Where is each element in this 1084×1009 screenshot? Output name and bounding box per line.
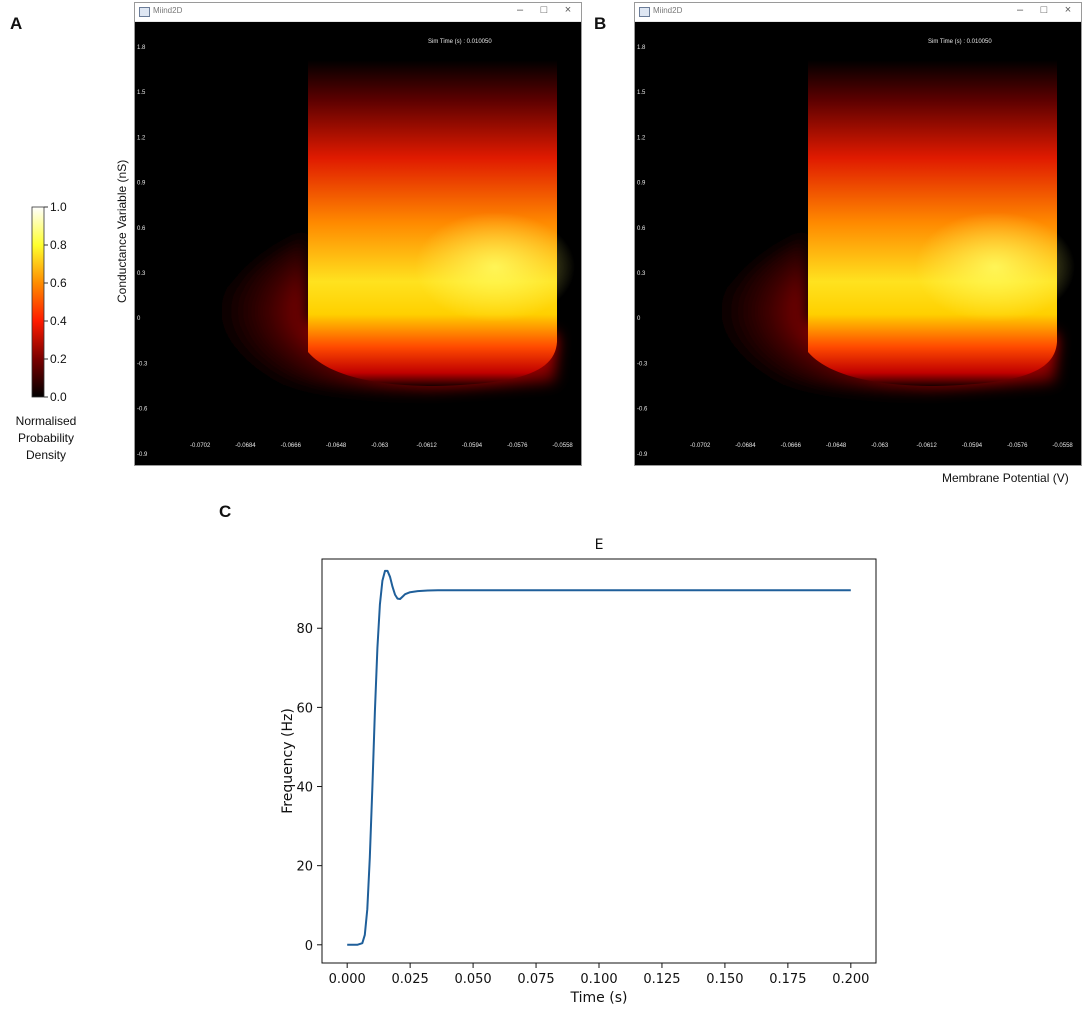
y-tick-label: -0.6 (137, 407, 148, 413)
x-tick-label: -0.0594 (962, 443, 983, 449)
y-tick-label: 60 (296, 701, 313, 716)
y-tick-label: 0.3 (137, 271, 146, 277)
y-tick-label: 1.2 (137, 135, 146, 141)
x-tick-label: -0.0558 (1052, 443, 1073, 449)
y-tick-label: 0.3 (637, 271, 646, 277)
colorbar-label: Normalised Probability Density (0, 413, 92, 464)
x-tick-label: 0.100 (580, 972, 617, 987)
maximize-icon[interactable]: □ (1040, 4, 1048, 16)
colorbar-label-line-3: Density (25, 448, 66, 462)
x-tick-label: 0.050 (454, 972, 491, 987)
minimize-icon[interactable]: – (516, 4, 524, 16)
y-tick-label: 1.8 (137, 45, 146, 51)
colorbar-tick-label: 0.4 (50, 314, 67, 328)
panel-label-a: A (10, 14, 23, 33)
colorbar-tick-label: 1.0 (50, 200, 67, 214)
y-tick-label: 1.2 (637, 135, 646, 141)
panel-label-b: B (594, 14, 607, 33)
x-tick-label: -0.0576 (1007, 443, 1028, 449)
x-tick-label: 0.125 (643, 972, 680, 987)
x-tick-label: 0.150 (706, 972, 743, 987)
x-tick-label: -0.0702 (690, 443, 711, 449)
minimize-icon[interactable]: – (1016, 4, 1024, 16)
x-tick-label: -0.0594 (462, 443, 483, 449)
y-tick-label: 0 (137, 316, 141, 322)
miind-window-a[interactable]: Miind2D – □ × 1.8 1.5 1.2 0.9 0.6 0.3 0 -0.3 -0.… (134, 2, 582, 466)
window-titlebar[interactable]: Miind2D – □ × (635, 3, 1081, 22)
x-tick-label: -0.0648 (826, 443, 847, 449)
frequency-line (347, 569, 851, 946)
miind-window-b[interactable]: Miind2D – □ × 1.8 1.5 1.2 0.9 0.6 0.3 0 -0.3 -0.… (634, 2, 1082, 466)
x-axis-label: Time (s) (570, 990, 628, 1006)
x-tick-label: -0.0612 (417, 443, 438, 449)
x-tick-label: 0.200 (832, 972, 869, 987)
frequency-chart: E 0.000 0.025 0.050 0.075 0.100 0.125 0.150 0.17… (280, 537, 877, 1006)
y-tick-label: 1.5 (637, 90, 646, 96)
app-icon (139, 7, 150, 17)
y-tick-label: -0.9 (137, 452, 148, 458)
y-tick-label: 80 (296, 622, 313, 637)
x-tick-label: -0.0558 (552, 443, 573, 449)
density-plot-a: 1.8 1.5 1.2 0.9 0.6 0.3 0 -0.3 -0.6 -0.9 -0.0702 -0… (135, 22, 581, 465)
y-tick-label: 20 (296, 860, 313, 875)
colorbar-label-line-2: Probability (17, 431, 75, 445)
x-tick-label: -0.0576 (507, 443, 528, 449)
x-tick-label: 0.175 (769, 972, 806, 987)
y-tick-label: 1.5 (137, 90, 146, 96)
colorbar-tick-label: 0.6 (50, 276, 67, 290)
close-icon[interactable]: × (564, 4, 572, 16)
y-tick-label: -0.3 (137, 361, 148, 367)
y-tick-label: 0.6 (637, 226, 646, 232)
plot-frame (321, 558, 877, 964)
x-tick-label: -0.0666 (281, 443, 302, 449)
app-icon (639, 7, 650, 17)
window-titlebar[interactable]: Miind2D – □ × (135, 3, 581, 22)
density-peak (915, 212, 1075, 322)
x-tick-label: -0.063 (371, 443, 389, 449)
x-tick-label: -0.0666 (781, 443, 802, 449)
chart-title: E (595, 537, 604, 553)
panel-label-c: C (219, 502, 232, 521)
y-tick-label: 0.9 (137, 181, 146, 187)
y-tick-label: -0.6 (637, 407, 648, 413)
x-tick-label: -0.063 (871, 443, 889, 449)
colorbar-tick-label: 0.2 (50, 352, 67, 366)
sim-time-readout: Sim Time (s) : 0.010050 (928, 39, 992, 45)
y-tick-label: 1.8 (637, 45, 646, 51)
density-plot-b: 1.8 1.5 1.2 0.9 0.6 0.3 0 -0.3 -0.6 -0.9 -0.0702 -0… (635, 22, 1081, 465)
maximize-icon[interactable]: □ (540, 4, 548, 16)
x-tick-label: -0.0612 (917, 443, 938, 449)
conductance-axis-label: Conductance Variable (nS) (115, 159, 129, 303)
y-tick-label: -0.9 (637, 452, 648, 458)
y-tick-label: 0.9 (637, 181, 646, 187)
y-tick-label: 0 (305, 939, 313, 954)
x-tick-label: 0.025 (392, 972, 429, 987)
colorbar-gradient (31, 206, 45, 398)
x-tick-label: -0.0702 (190, 443, 211, 449)
x-tick-label: -0.0684 (235, 443, 256, 449)
window-title: Miind2D (153, 6, 183, 15)
y-tick-label: 0 (637, 316, 641, 322)
y-tick-label: 40 (296, 781, 313, 796)
colorbar-tick-label: 0.8 (50, 238, 67, 252)
membrane-axis-label: Membrane Potential (V) (942, 471, 1069, 485)
window-title: Miind2D (653, 6, 683, 15)
x-tick-label: -0.0648 (326, 443, 347, 449)
y-tick-label: 0.6 (137, 226, 146, 232)
x-tick-label: 0.000 (329, 972, 366, 987)
colorbar: 1.0 0.8 0.6 0.4 0.2 0.0 (31, 200, 67, 404)
density-peak (415, 212, 575, 322)
x-tick-label: -0.0684 (735, 443, 756, 449)
x-tick-label: 0.075 (517, 972, 554, 987)
y-tick-label: -0.3 (637, 361, 648, 367)
close-icon[interactable]: × (1064, 4, 1072, 16)
colorbar-label-line-1: Normalised (15, 414, 77, 428)
y-axis-label: Frequency (Hz) (280, 708, 296, 814)
colorbar-tick-label: 0.0 (50, 390, 67, 404)
sim-time-readout: Sim Time (s) : 0.010050 (428, 39, 492, 45)
